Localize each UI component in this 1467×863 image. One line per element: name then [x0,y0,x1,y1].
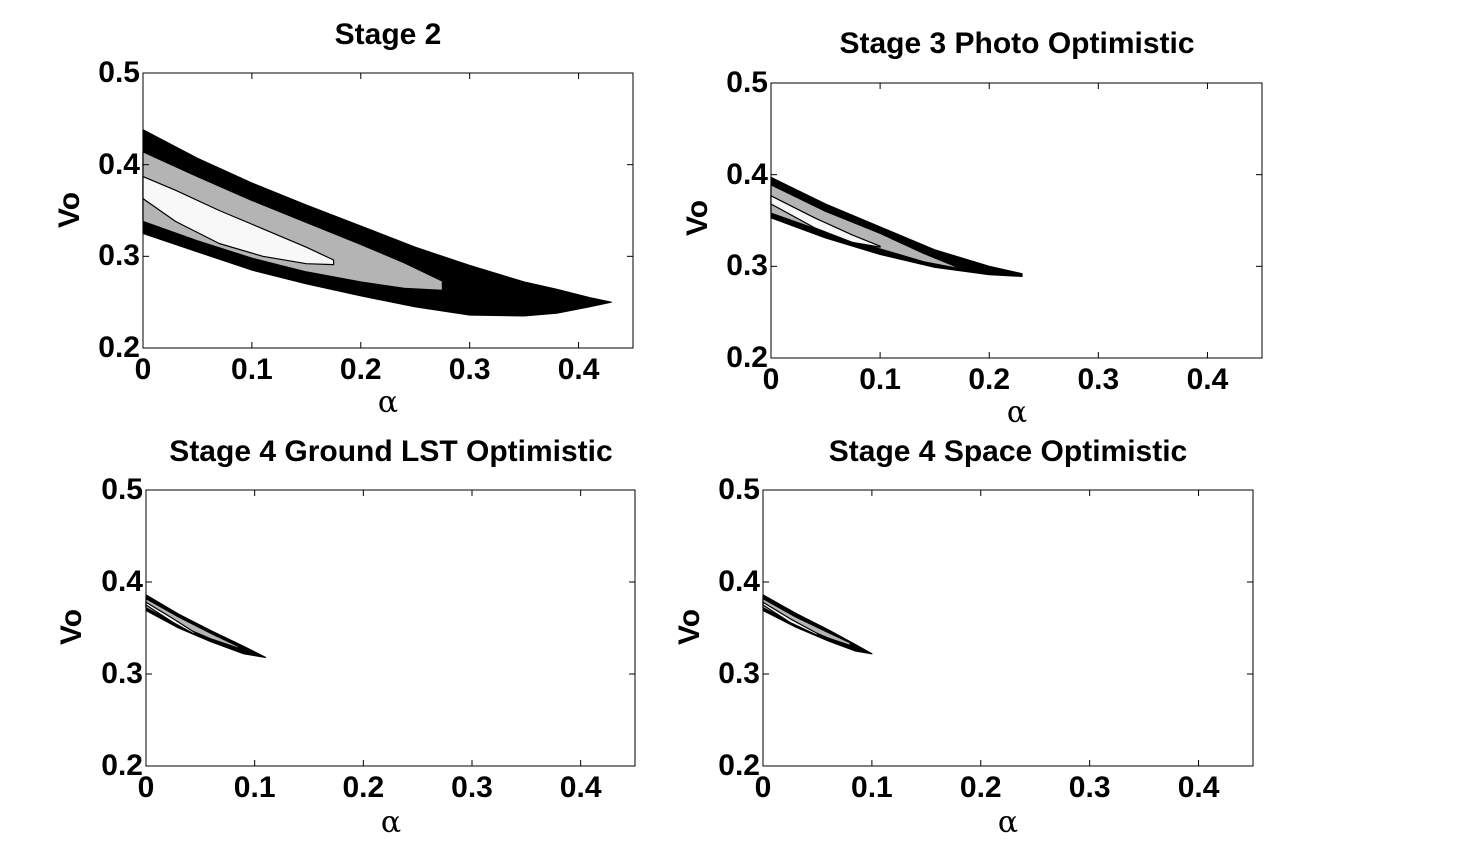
plot-area [142,72,634,349]
y-axis-label: Vo [681,199,714,237]
y-tick-label: 0.4 [726,157,768,191]
y-tick-label: 0.2 [101,749,143,782]
x-axis-label: α [1006,395,1028,430]
x-axis-label: α [380,805,402,840]
plot-area [145,489,636,767]
y-tick-label: 0.3 [726,249,768,283]
x-tick-label: 0.1 [851,771,893,804]
y-tick-label: 0.3 [98,239,140,273]
x-tick-label: 0.1 [231,353,273,386]
contour-region-inner [762,601,818,636]
x-tick-label: 0.2 [959,771,1002,804]
x-tick-label: 0.4 [1177,771,1220,804]
contour-region-outer [142,129,612,317]
contour-region-middle [145,598,239,649]
plot-area [770,82,1263,359]
panel-title: Stage 3 Photo Optimistic [839,27,1195,60]
y-axis-label: Vo [53,191,86,229]
contour-region-outer [145,594,267,658]
x-axis-label: α [997,805,1019,840]
y-tick-label: 0.5 [726,66,768,99]
y-tick-label: 0.5 [101,473,143,506]
x-tick-label: 0.1 [859,363,901,396]
x-tick-label: 0.4 [557,353,600,386]
y-tick-label: 0.5 [98,56,140,89]
panel-title: Stage 2 [334,18,442,51]
y-tick-label: 0.5 [718,473,760,506]
axes-frame [145,489,636,767]
y-axis-label: Vo [55,608,88,646]
contour-region-middle [762,598,851,647]
x-tick-label: 0.2 [968,363,1011,396]
x-tick-label: 0.2 [339,353,382,386]
x-tick-label: 0.3 [1068,771,1111,804]
contour-region-inner [770,195,881,248]
x-tick-label: 0.1 [233,771,276,804]
plot-area [762,489,1254,767]
panel-title: Stage 4 Ground LST Optimistic [169,435,613,468]
contour-region-outer [762,594,873,655]
y-tick-label: 0.2 [726,341,768,374]
x-tick-label: 0.4 [1186,363,1229,396]
x-tick-label: 0 [762,363,780,396]
x-tick-label: 0 [134,353,152,386]
x-tick-label: 0.3 [448,353,491,386]
panel-title: Stage 4 Space Optimistic [828,435,1188,468]
x-axis-label: α [377,385,399,420]
x-tick-label: 0 [754,771,772,804]
y-tick-label: 0.2 [718,749,760,782]
y-tick-label: 0.2 [98,331,140,364]
y-tick-label: 0.4 [718,565,760,598]
y-tick-label: 0.4 [98,147,140,181]
y-tick-label: 0.3 [101,657,143,690]
x-tick-label: 0.3 [451,771,493,804]
contour-region-middle [142,151,443,291]
axes-frame [762,489,1254,767]
x-tick-label: 0 [137,771,155,804]
x-tick-label: 0.2 [342,771,385,804]
y-tick-label: 0.4 [101,565,143,598]
x-tick-label: 0.4 [559,771,602,804]
y-tick-label: 0.3 [718,657,760,690]
axes-frame [142,72,634,349]
x-tick-label: 0.3 [1077,363,1120,396]
contour-region-middle [770,184,963,270]
axes-frame [770,82,1263,359]
y-axis-label: Vo [673,608,706,646]
contour-region-inner [142,176,335,266]
